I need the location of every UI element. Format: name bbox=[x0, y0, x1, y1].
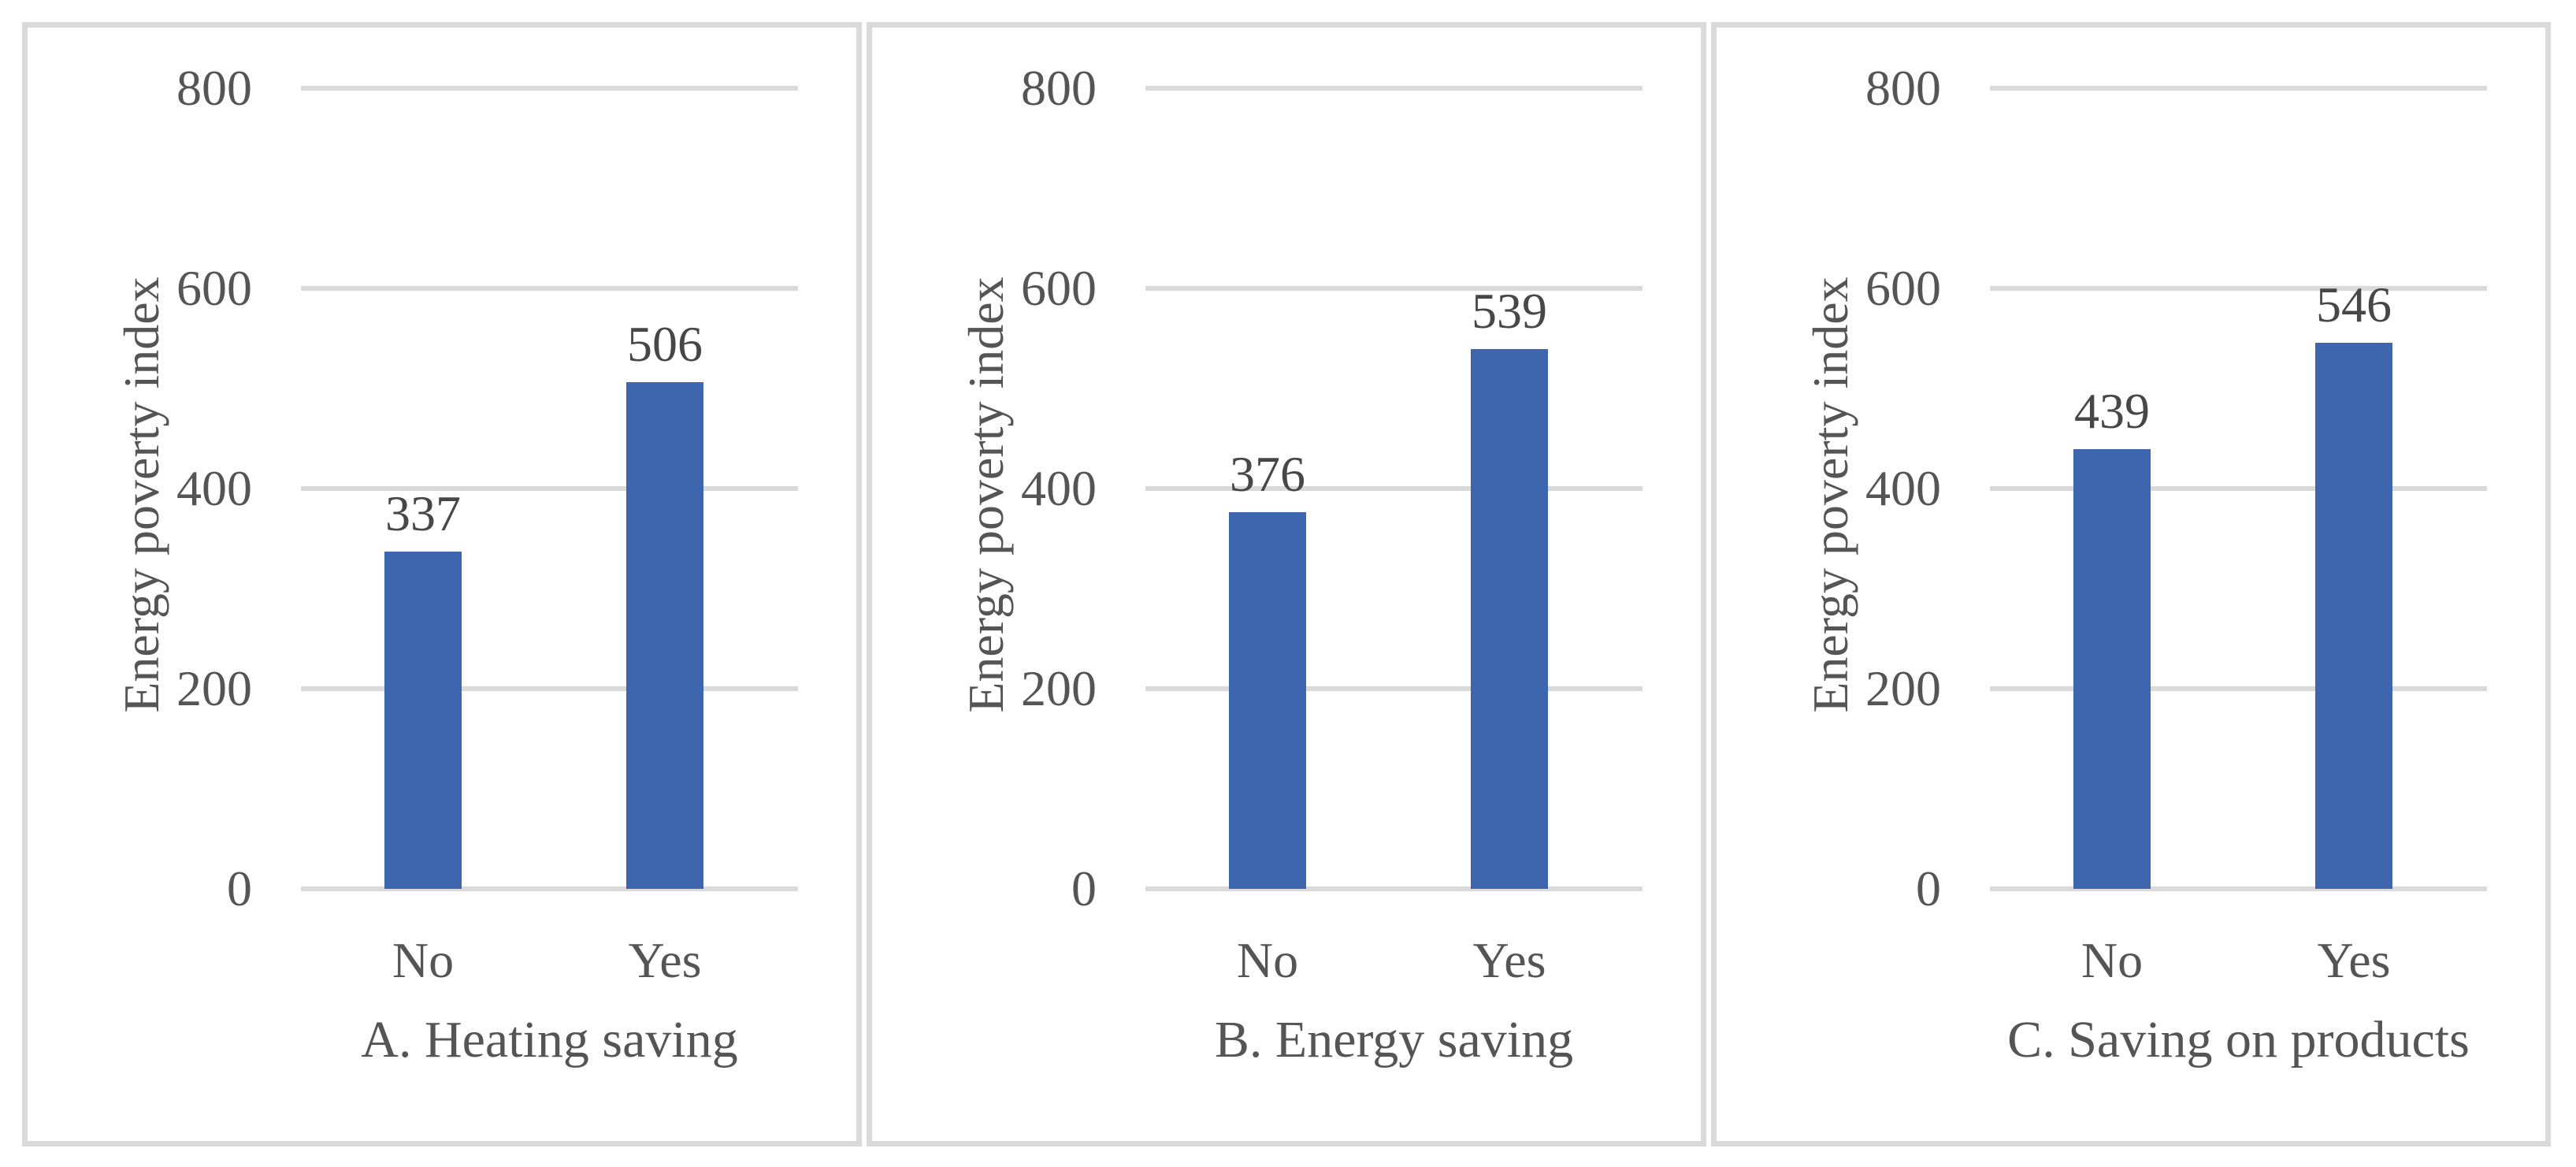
y-tick-200: 200 bbox=[1021, 660, 1097, 716]
y-tick-800: 800 bbox=[1865, 60, 1941, 116]
bar-value-label: 439 bbox=[2074, 383, 2150, 439]
gridline-600 bbox=[301, 286, 798, 291]
chart-panel-saving-on-products: Energy poverty index 800 600 400 200 0 4… bbox=[1711, 22, 2551, 1147]
gridline-800 bbox=[1990, 86, 2487, 91]
panel-caption: B. Energy saving bbox=[1214, 1011, 1574, 1069]
bar-no bbox=[1229, 512, 1306, 889]
x-category-row: No Yes bbox=[1990, 935, 2487, 990]
gridline-200 bbox=[1145, 686, 1642, 691]
bar-value-label: 539 bbox=[1472, 283, 1547, 339]
y-tick-400: 400 bbox=[1021, 460, 1097, 516]
category-label-yes: Yes bbox=[1472, 932, 1546, 988]
gridline-600 bbox=[1145, 286, 1642, 291]
bar-value-label: 546 bbox=[2316, 277, 2392, 333]
y-tick-800: 800 bbox=[176, 60, 252, 116]
plot-area: 337 506 bbox=[301, 86, 798, 891]
y-tick-0: 0 bbox=[1071, 860, 1097, 916]
gridline-800 bbox=[301, 86, 798, 91]
gridline-600 bbox=[1990, 286, 2487, 291]
category-label-no: No bbox=[392, 932, 455, 988]
x-axis-line bbox=[1145, 886, 1642, 891]
gridline-400 bbox=[1145, 486, 1642, 491]
y-tick-0: 0 bbox=[1916, 860, 1941, 916]
x-axis-line bbox=[301, 886, 798, 891]
x-axis-line bbox=[1990, 886, 2487, 891]
x-category-row: No Yes bbox=[1145, 935, 1642, 990]
chart-panel-energy-saving: Energy poverty index 800 600 400 200 0 3… bbox=[867, 22, 1706, 1147]
bar-group-no: 376 bbox=[1181, 449, 1354, 889]
bar-no bbox=[2073, 449, 2151, 889]
bar-yes bbox=[2315, 343, 2392, 889]
plot-area: 439 546 bbox=[1990, 86, 2487, 891]
x-category-row: No Yes bbox=[301, 935, 798, 990]
category-label-no: No bbox=[1236, 932, 1299, 988]
bar-group-yes: 506 bbox=[578, 319, 752, 889]
bar-value-label: 506 bbox=[627, 316, 703, 372]
category-label-yes: Yes bbox=[628, 932, 702, 988]
panel-caption: C. Saving on products bbox=[2007, 1011, 2470, 1069]
panel-caption: A. Heating saving bbox=[361, 1011, 738, 1069]
y-tick-800: 800 bbox=[1021, 60, 1097, 116]
bar-value-label: 337 bbox=[385, 485, 461, 541]
bar-group-no: 439 bbox=[2025, 386, 2199, 889]
bar-yes bbox=[1471, 349, 1548, 889]
bar-value-label: 376 bbox=[1230, 446, 1305, 502]
gridline-400 bbox=[301, 486, 798, 491]
category-label-no: No bbox=[2080, 932, 2144, 988]
bar-yes bbox=[626, 382, 703, 889]
bar-group-no: 337 bbox=[336, 489, 510, 889]
bar-group-yes: 546 bbox=[2267, 280, 2441, 889]
y-tick-600: 600 bbox=[1865, 260, 1941, 316]
bar-group-yes: 539 bbox=[1423, 286, 1596, 889]
gridline-400 bbox=[1990, 486, 2487, 491]
gridline-200 bbox=[1990, 686, 2487, 691]
gridline-800 bbox=[1145, 86, 1642, 91]
y-tick-200: 200 bbox=[1865, 660, 1941, 716]
category-label-yes: Yes bbox=[2317, 932, 2391, 988]
gridline-200 bbox=[301, 686, 798, 691]
y-tick-400: 400 bbox=[1865, 460, 1941, 516]
y-tick-400: 400 bbox=[176, 460, 252, 516]
y-tick-600: 600 bbox=[1021, 260, 1097, 316]
bar-no bbox=[384, 552, 462, 889]
y-tick-200: 200 bbox=[176, 660, 252, 716]
chart-panel-heating-saving: Energy poverty index 800 600 400 200 0 3… bbox=[22, 22, 862, 1147]
y-tick-0: 0 bbox=[227, 860, 252, 916]
y-tick-600: 600 bbox=[176, 260, 252, 316]
plot-area: 376 539 bbox=[1145, 86, 1642, 891]
